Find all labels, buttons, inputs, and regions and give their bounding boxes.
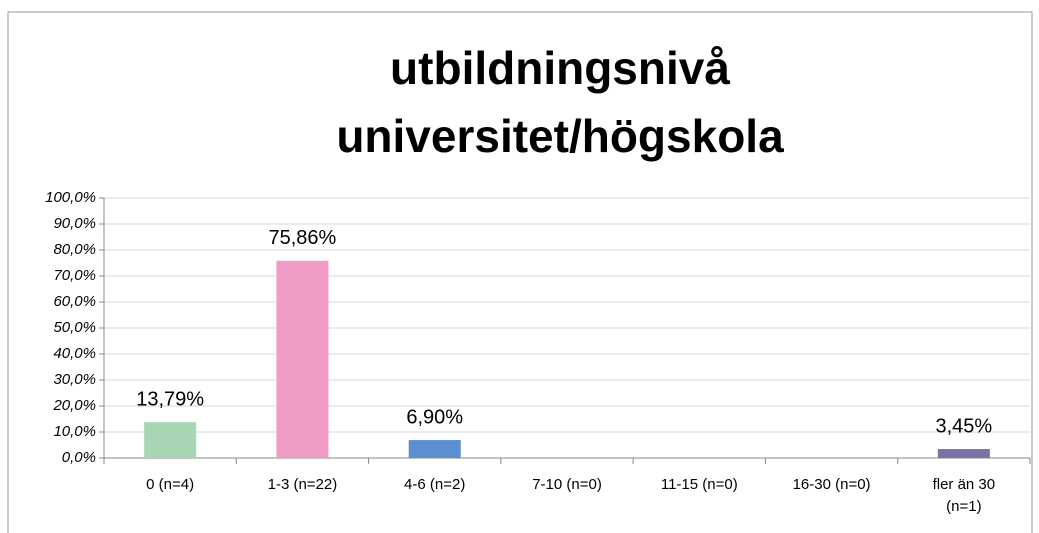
y-tick-label: 40,0%	[53, 345, 96, 362]
x-tick-label: 11-15 (n=0)	[660, 476, 738, 493]
y-tick-label: 70,0%	[53, 267, 96, 284]
x-tick-label: 7-10 (n=0)	[532, 476, 602, 493]
y-tick-label: 60,0%	[53, 293, 96, 310]
x-tick-label: 0 (n=4)	[146, 476, 195, 493]
chart-title: utbildningsnivå	[390, 42, 730, 94]
y-tick-label: 0,0%	[62, 449, 96, 466]
bar	[276, 260, 329, 458]
bar	[937, 449, 990, 458]
y-tick-label: 10,0%	[53, 423, 96, 440]
y-tick-label: 50,0%	[53, 319, 96, 336]
bar	[408, 440, 461, 458]
bar	[144, 422, 197, 458]
y-tick-label: 100,0%	[45, 189, 96, 206]
y-tick-label: 20,0%	[52, 397, 96, 414]
chart-frame	[7, 11, 1033, 533]
data-label: 6,90%	[406, 406, 463, 428]
x-tick-label: 1-3 (n=22)	[267, 476, 338, 493]
y-tick-label: 80,0%	[53, 241, 96, 258]
data-label: 3,45%	[935, 415, 992, 437]
y-tick-label: 30,0%	[53, 371, 96, 388]
chart-title: universitet/högskola	[336, 110, 784, 162]
x-tick-label: 16-30 (n=0)	[792, 476, 871, 493]
data-label: 13,79%	[136, 388, 204, 410]
x-tick-label: 4-6 (n=2)	[404, 476, 466, 493]
y-tick-label: 90,0%	[53, 215, 96, 232]
data-label: 75,86%	[269, 227, 337, 249]
x-tick-label: fler än 30 (n=1)	[932, 476, 996, 515]
